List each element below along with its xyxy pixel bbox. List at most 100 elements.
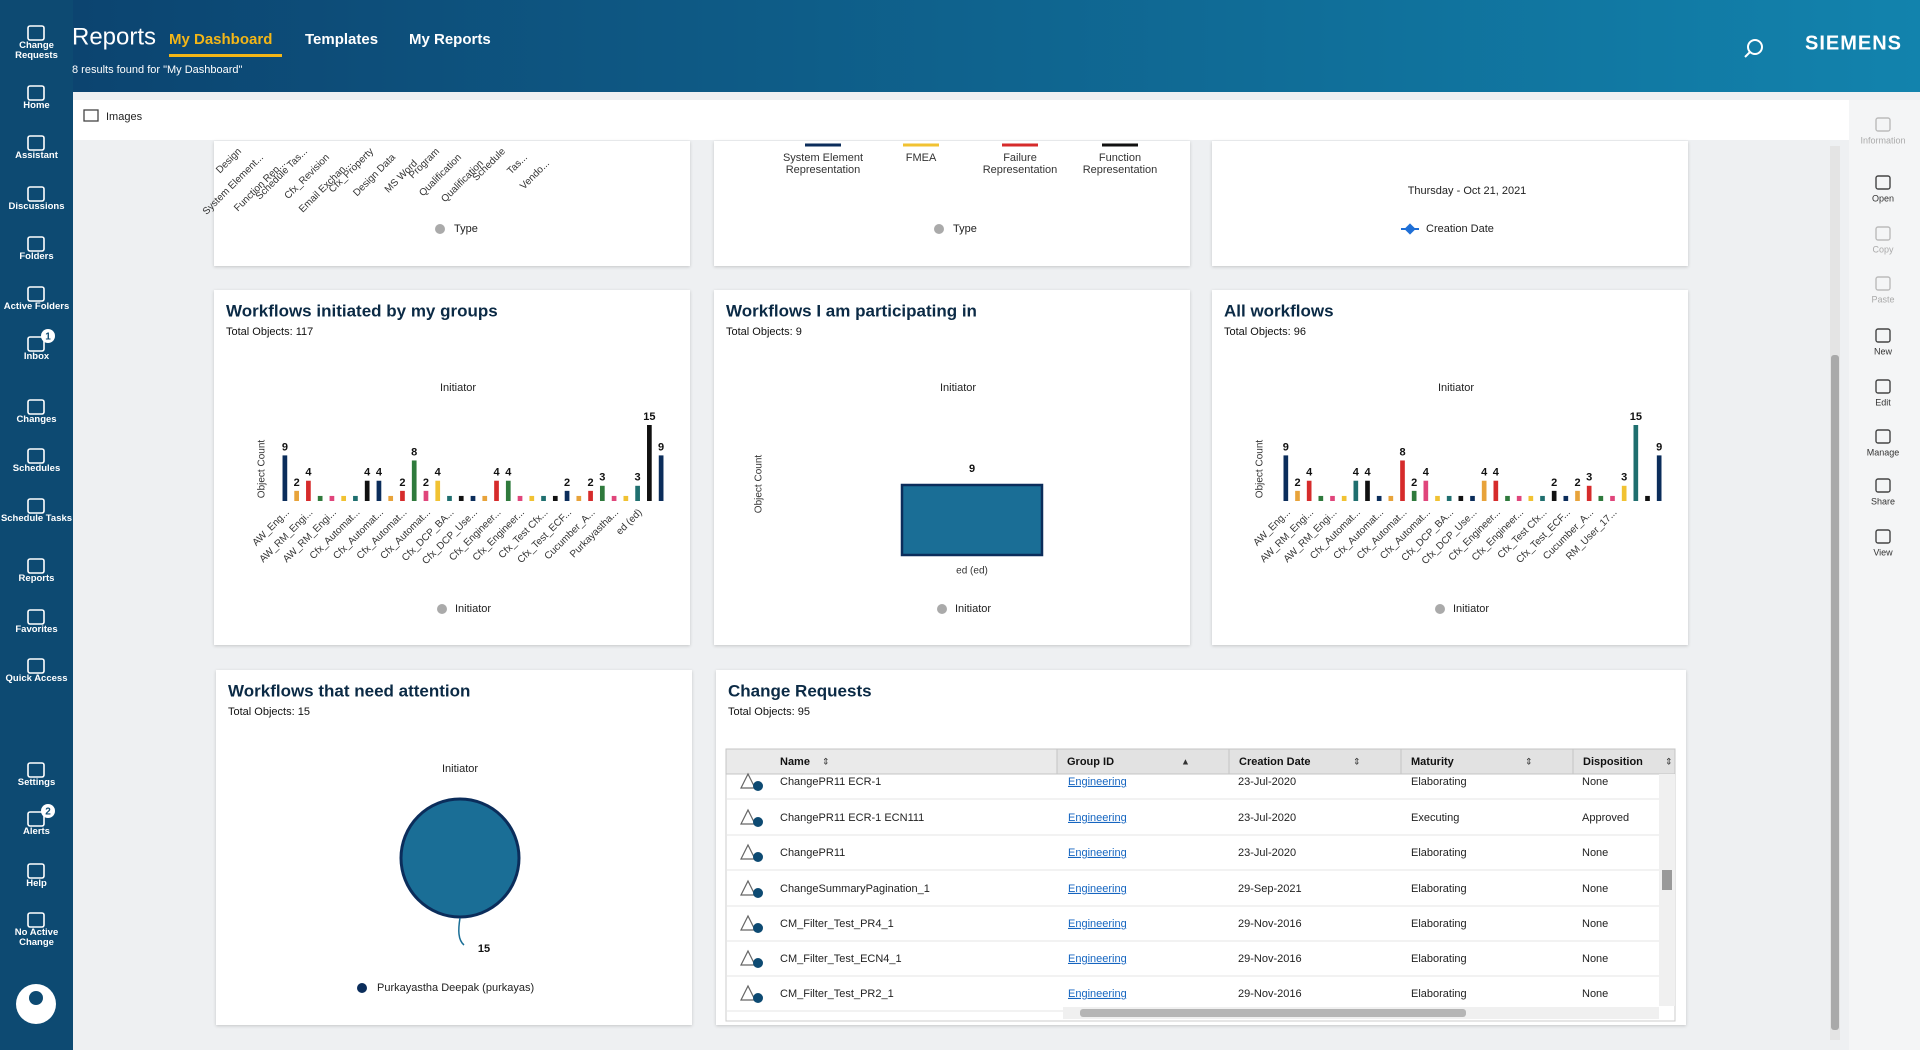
bar[interactable] [1400,460,1405,501]
rail-label[interactable]: Open [1872,193,1894,203]
rail-icon[interactable] [1875,379,1891,394]
column-header[interactable] [1572,748,1676,775]
bar[interactable] [623,495,629,501]
bar[interactable] [1423,480,1429,501]
bar[interactable] [599,485,605,501]
rail-icon[interactable] [1875,429,1891,444]
sidebar-label[interactable]: Schedules [12,464,61,474]
search-icon[interactable] [1747,39,1763,55]
sidebar-label[interactable]: Alerts [23,827,50,837]
rail-icon[interactable] [1875,529,1891,544]
sidebar-label[interactable]: Quick Access [5,674,68,684]
table-row[interactable]: ChangePR11 ECR-1 ECN111 Engineering 23-Jul… [726,808,1659,836]
bar[interactable] [1318,495,1324,501]
bar[interactable] [470,495,476,501]
sidebar-item[interactable]: Change Requests [0,25,73,69]
rail-icon[interactable] [1875,478,1891,493]
bar[interactable] [1551,490,1557,501]
column-header-label[interactable]: Maturity [1411,756,1455,768]
bar[interactable] [611,495,617,501]
sidebar-label[interactable]: Schedule Tasks [0,514,73,524]
sidebar-label[interactable]: No Active Change [14,928,59,948]
rail-label[interactable]: New [1874,346,1893,356]
sidebar-item[interactable]: Active Folders [0,286,73,330]
bar[interactable] [388,495,394,501]
bar[interactable] [1516,495,1522,501]
sidebar-label[interactable]: Change Requests [15,41,58,61]
bar[interactable] [1575,490,1580,501]
sidebar-item[interactable]: Home [0,85,73,129]
sidebar-label[interactable]: Active Folders [3,302,70,312]
table-cell[interactable]: Engineering [1068,988,1127,1000]
bar[interactable] [1458,495,1464,501]
bar[interactable] [364,480,370,501]
sidebar-item[interactable]: Changes [0,399,73,443]
bar[interactable] [1470,495,1475,501]
bar[interactable] [1435,495,1440,501]
bar[interactable] [1295,490,1300,501]
rail-label[interactable]: Share [1871,496,1895,506]
sidebar-label[interactable]: Discussions [8,202,65,212]
bar[interactable] [552,495,558,501]
bar[interactable] [529,495,535,501]
images-icon[interactable] [83,109,99,122]
column-header[interactable] [1400,748,1574,775]
scrollbar-thumb[interactable] [1831,355,1839,1030]
sidebar-item[interactable]: Schedules [0,448,73,492]
bar[interactable] [400,490,405,501]
bar[interactable] [1411,490,1417,501]
bar[interactable] [647,425,652,501]
rail-label[interactable]: Copy [1872,244,1894,254]
bar[interactable] [900,483,1044,557]
bar[interactable] [1598,495,1604,501]
column-header[interactable] [725,748,1058,775]
bar[interactable] [435,480,441,501]
sidebar-item[interactable]: Alerts 2 [0,804,73,855]
bar[interactable] [588,490,593,501]
bar[interactable] [505,480,511,501]
bar[interactable] [1505,495,1510,501]
bar[interactable] [1388,495,1394,501]
bar[interactable] [1586,485,1592,501]
bar[interactable] [306,480,311,501]
rail-icon[interactable] [1875,117,1891,132]
bar[interactable] [341,495,347,501]
rail-icon[interactable] [1875,175,1891,190]
column-header[interactable] [1056,748,1230,775]
sidebar-label[interactable]: Assistant [15,151,58,161]
table-scrollbar-thumb[interactable] [1662,870,1672,890]
bar[interactable] [1656,455,1662,501]
sidebar-item[interactable]: No Active Change [0,912,73,956]
bar[interactable] [329,495,335,501]
bar[interactable] [1528,495,1534,501]
bar[interactable] [1540,495,1545,501]
bar[interactable] [1481,480,1487,501]
sidebar-label[interactable]: Settings [17,778,56,788]
column-header-label[interactable]: Name [780,756,810,768]
table-cell[interactable]: Engineering [1068,883,1127,895]
column-header-label[interactable]: Group ID [1067,756,1114,768]
bar[interactable] [447,495,452,501]
table-cell[interactable]: Engineering [1068,847,1127,859]
rail-icon[interactable] [1875,226,1891,241]
bar[interactable] [411,460,417,501]
tab[interactable]: Templates [305,31,378,48]
bar[interactable] [576,495,582,501]
sidebar-item[interactable]: Reports [0,558,73,602]
bar[interactable] [1376,495,1382,501]
bar[interactable] [282,455,288,501]
tab[interactable]: My Reports [409,31,491,48]
table-cell[interactable]: Engineering [1068,776,1127,788]
sidebar-label[interactable]: Inbox [23,352,50,362]
bar[interactable] [353,495,358,501]
rail-icon[interactable] [1875,328,1891,343]
bar[interactable] [494,480,499,501]
sidebar-item[interactable]: Settings [0,762,73,806]
bar[interactable] [1493,480,1499,501]
bar[interactable] [317,495,323,501]
bar[interactable] [1283,455,1289,501]
bar[interactable] [635,485,640,501]
bar[interactable] [1353,480,1359,501]
table-row[interactable]: ChangePR11 Engineering 23-Jul-2020 Elaborat… [726,843,1659,871]
table-hscroll-thumb[interactable] [1080,1009,1466,1017]
